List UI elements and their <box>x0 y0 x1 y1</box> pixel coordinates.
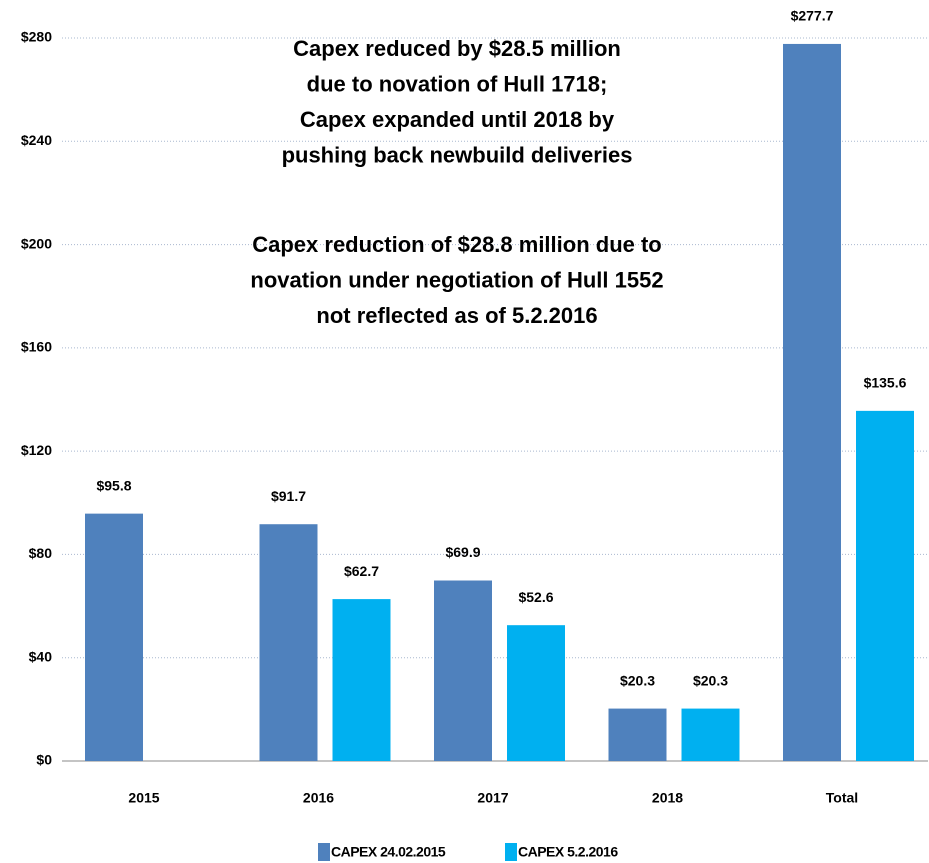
y-tick-label: $240 <box>21 132 52 148</box>
x-tick-label: 2018 <box>652 790 683 806</box>
legend-swatch <box>318 843 330 861</box>
bar <box>332 599 391 761</box>
x-tick-label: 2016 <box>303 790 334 806</box>
value-label: $62.7 <box>344 563 379 579</box>
bar <box>783 43 841 762</box>
value-label: $135.6 <box>864 375 907 391</box>
y-tick-label: $0 <box>36 752 52 768</box>
value-label: $52.6 <box>518 589 553 605</box>
annotation: novation under negotiation of Hull 1552 <box>250 267 663 292</box>
x-tick-label: 2017 <box>477 790 508 806</box>
annotation: Capex expanded until 2018 by <box>300 107 615 132</box>
bar <box>85 513 143 761</box>
value-label: $91.7 <box>271 488 306 504</box>
value-label: $277.7 <box>791 8 834 24</box>
value-label: $69.9 <box>445 544 480 560</box>
value-label: $20.3 <box>620 672 655 688</box>
bar <box>608 708 667 761</box>
bar <box>259 524 318 761</box>
y-tick-label: $280 <box>21 29 52 45</box>
y-tick-label: $200 <box>21 235 52 251</box>
bar <box>507 625 565 761</box>
legend-swatch <box>505 843 517 861</box>
bar <box>856 410 914 761</box>
annotation: pushing back newbuild deliveries <box>282 142 633 167</box>
y-tick-label: $40 <box>29 648 53 664</box>
x-tick-label: Total <box>826 790 858 806</box>
y-tick-label: $120 <box>21 442 52 458</box>
annotation: Capex reduction of $28.8 million due to <box>252 232 662 257</box>
value-label: $20.3 <box>693 672 728 688</box>
y-tick-label: $80 <box>29 545 53 561</box>
y-tick-label: $160 <box>21 339 52 355</box>
annotation: due to novation of Hull 1718; <box>307 71 608 96</box>
annotation: Capex reduced by $28.5 million <box>293 36 621 61</box>
legend-label: CAPEX 24.02.2015 <box>331 844 446 860</box>
legend-label: CAPEX 5.2.2016 <box>518 844 618 860</box>
value-label: $95.8 <box>96 477 131 493</box>
bar <box>434 580 492 761</box>
x-tick-label: 2015 <box>128 790 159 806</box>
bar <box>681 708 740 761</box>
annotation: not reflected as of 5.2.2016 <box>316 303 597 328</box>
